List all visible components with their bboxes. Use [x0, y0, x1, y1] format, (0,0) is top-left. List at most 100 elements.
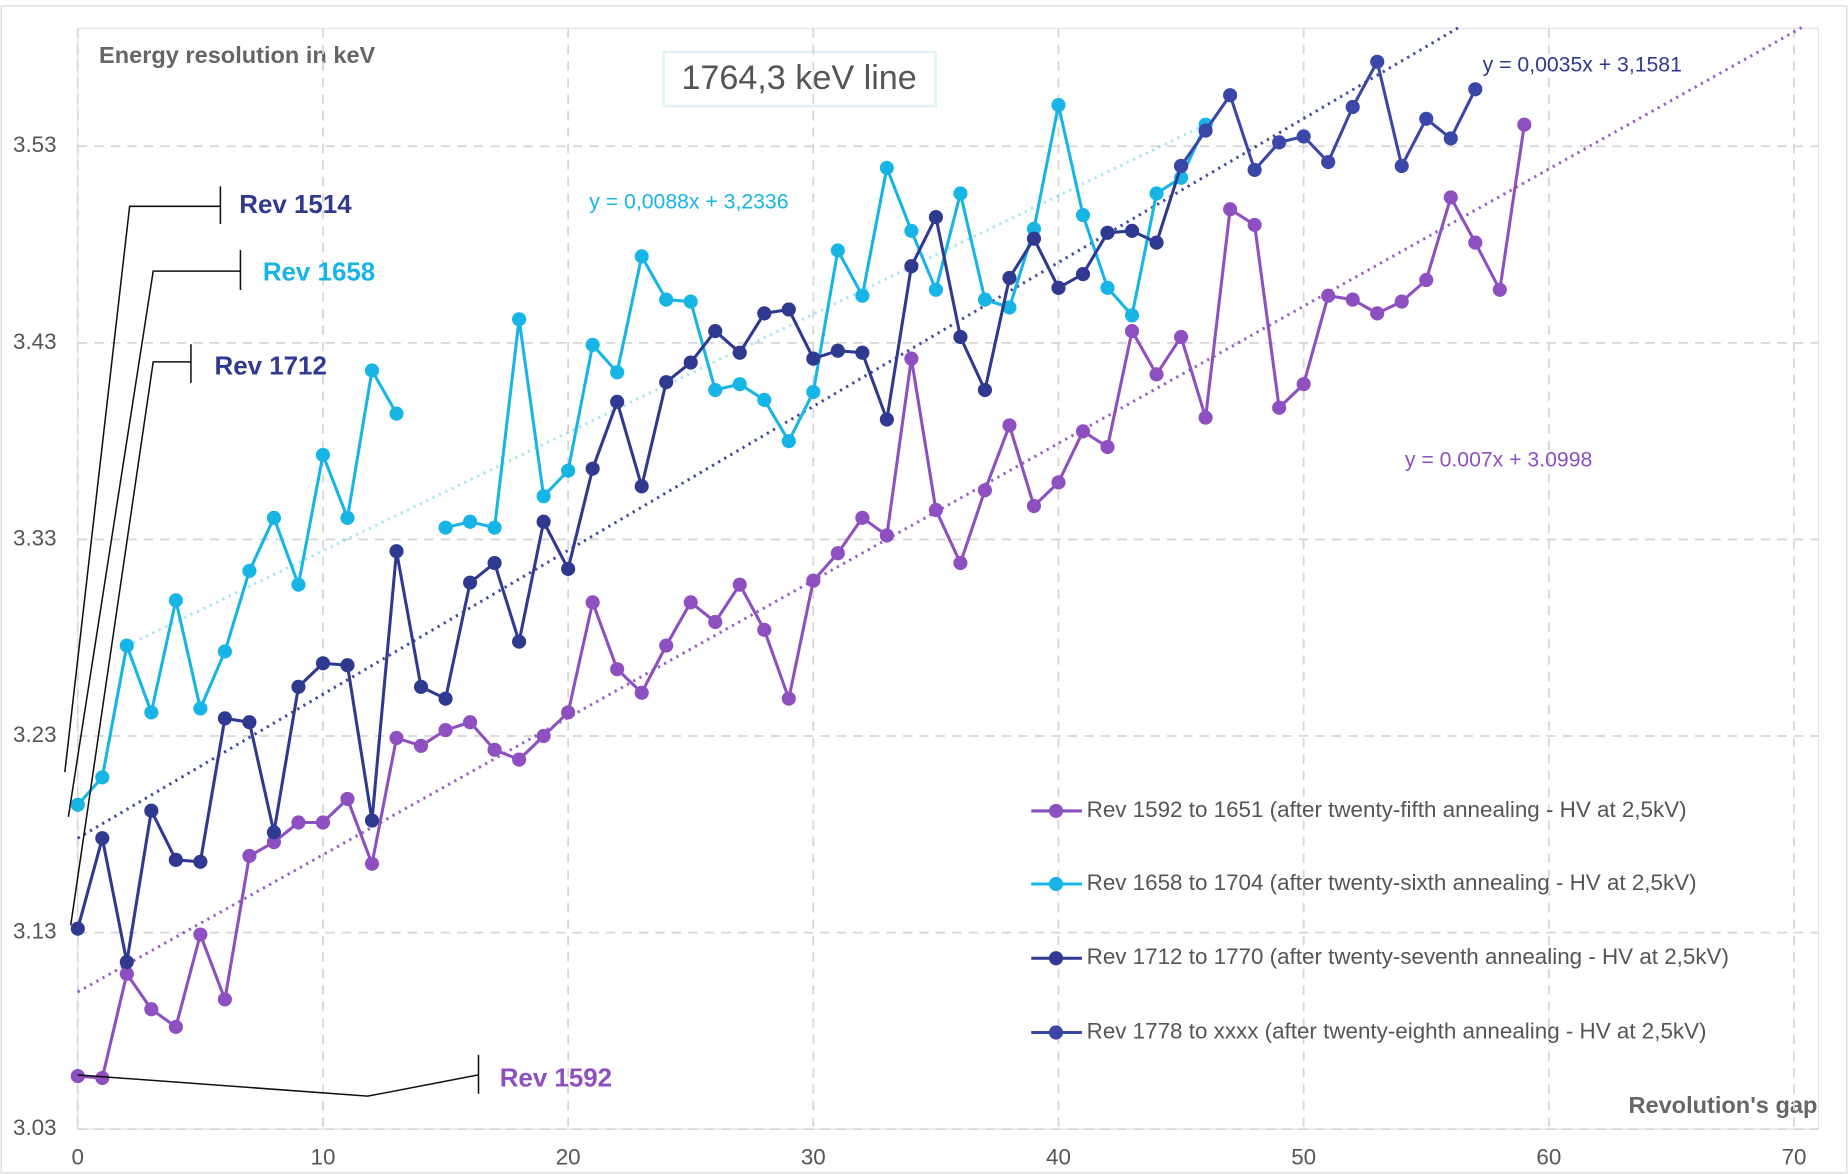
data-point [1149, 367, 1164, 382]
data-point [708, 324, 723, 339]
legend-label: Rev 1778 to xxxx (after twenty-eighth an… [1086, 1019, 1707, 1045]
data-point [659, 638, 674, 653]
data-point [610, 662, 625, 677]
data-point [462, 575, 478, 590]
data-point [830, 546, 845, 561]
legend-label: Rev 1658 to 1704 (after twenty-sixth ann… [1086, 871, 1697, 896]
data-point [487, 555, 502, 571]
data-point [291, 577, 306, 592]
data-point [634, 479, 649, 494]
legend-swatch [1048, 876, 1064, 892]
data-point [487, 520, 502, 535]
annotation: Rev 1514 [239, 191, 352, 219]
data-point [732, 577, 747, 592]
data-point [144, 705, 159, 720]
data-point [1345, 99, 1360, 115]
data-point [781, 434, 796, 449]
data-point [757, 622, 772, 637]
data-point [1370, 54, 1385, 69]
trendline [126, 123, 1207, 647]
data-point [732, 345, 747, 360]
data-point [953, 329, 968, 345]
data-point [462, 514, 478, 529]
data-point [291, 815, 306, 830]
annotation: Rev 1658 [263, 258, 375, 286]
data-point [781, 691, 796, 706]
data-point [1051, 475, 1066, 490]
data-point [1419, 272, 1434, 288]
x-tick-label: 50 [1291, 1145, 1316, 1170]
data-point [1026, 221, 1042, 236]
y-axis-label: Energy resolution in keV [99, 42, 376, 68]
data-point [1492, 282, 1507, 297]
data-point [561, 463, 576, 478]
data-point [70, 1068, 85, 1084]
data-point [242, 563, 257, 578]
data-point [413, 738, 429, 753]
data-point [585, 337, 600, 352]
data-point [1026, 498, 1042, 514]
data-point [1443, 131, 1458, 146]
x-tick-label: 30 [801, 1145, 826, 1170]
data-point [389, 406, 404, 421]
data-point [1321, 288, 1336, 303]
trendline-equation: y = 0.007x + 3.0998 [1405, 449, 1592, 472]
data-point [977, 382, 993, 398]
data-point [1272, 400, 1287, 415]
y-tick-label: 3.13 [13, 918, 57, 943]
data-point [340, 658, 355, 673]
data-point [1100, 225, 1115, 240]
series-line [76, 165, 1183, 964]
x-tick-label: 70 [1782, 1145, 1807, 1170]
y-tick-label: 3.33 [13, 525, 57, 550]
data-point [561, 561, 576, 576]
data-point [217, 992, 232, 1007]
data-point [855, 510, 870, 525]
data-point [659, 292, 674, 307]
legend-item: Rev 1658 to 1704 (after twenty-sixth ann… [1086, 871, 1697, 896]
series-line [76, 103, 1207, 806]
data-point [70, 797, 85, 812]
x-tick-label: 10 [311, 1145, 336, 1170]
data-point [928, 282, 943, 297]
data-point [168, 852, 183, 867]
legend-swatch [1048, 1025, 1064, 1040]
x-axis-label: Revolution's gap [1628, 1092, 1817, 1118]
data-point [1419, 111, 1434, 126]
data-point [389, 730, 404, 746]
legend-swatch [1048, 951, 1064, 966]
data-point [389, 544, 404, 559]
data-point [1198, 123, 1213, 138]
chart-frame [0, 5, 1848, 1174]
x-tick-label: 0 [72, 1145, 84, 1170]
data-point [242, 715, 257, 730]
data-point [536, 489, 551, 504]
data-point [512, 312, 527, 327]
trendline-equation: y = 0,0088x + 3,2336 [589, 190, 788, 213]
data-point [1370, 306, 1385, 321]
data-point [1394, 294, 1409, 309]
data-point [168, 593, 183, 608]
data-point [610, 365, 625, 380]
data-point [1124, 308, 1140, 323]
data-point [830, 343, 845, 358]
data-point [1223, 88, 1238, 103]
y-tick-label: 3.53 [13, 132, 57, 157]
data-point [1468, 235, 1483, 250]
data-point [806, 351, 821, 366]
data-point [266, 835, 281, 850]
data-point [830, 243, 845, 258]
data-point [536, 728, 551, 744]
leader-line [67, 270, 241, 817]
data-point [634, 685, 649, 700]
data-point [364, 363, 380, 378]
data-point [266, 825, 281, 840]
data-point [1075, 266, 1091, 282]
data-point [512, 634, 527, 649]
legend-item: Rev 1778 to xxxx (after twenty-eighth an… [1086, 1019, 1707, 1045]
data-point [1124, 223, 1140, 238]
data-point [193, 927, 208, 942]
leader-line [69, 361, 191, 926]
data-point [1149, 235, 1164, 250]
